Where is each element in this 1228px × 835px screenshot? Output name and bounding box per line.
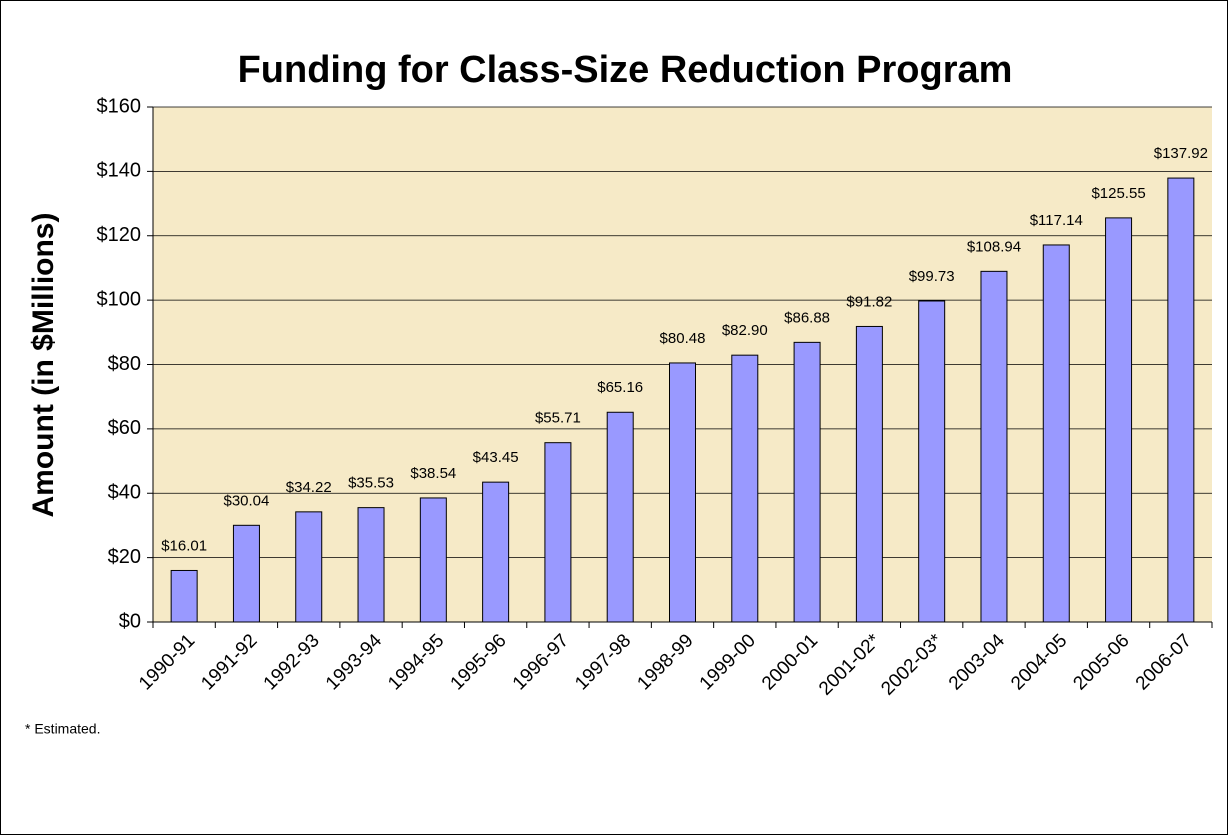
bar [544, 442, 572, 623]
y-tick-label: $40 [108, 482, 141, 504]
bar [419, 497, 447, 623]
bar [170, 569, 198, 623]
data-label: $80.48 [660, 330, 706, 347]
data-label: $43.45 [473, 449, 519, 466]
bar [232, 524, 260, 623]
bar [357, 507, 385, 623]
y-tick-label: $120 [97, 224, 142, 246]
bar [1167, 177, 1195, 623]
bar [980, 270, 1008, 623]
bar [482, 481, 510, 623]
y-axis-label: Amount (in $Millions) [27, 213, 60, 518]
bar [606, 411, 634, 623]
bar [793, 341, 821, 623]
data-label: $65.16 [597, 379, 643, 396]
bar [295, 511, 323, 623]
bar [855, 325, 883, 623]
y-tick-label: $100 [97, 288, 142, 310]
data-label: $16.01 [161, 537, 207, 554]
data-label: $91.82 [846, 293, 892, 310]
y-tick-label: $60 [108, 417, 141, 439]
data-label: $99.73 [909, 268, 955, 285]
data-label: $30.04 [223, 492, 269, 509]
data-label: $35.53 [348, 475, 394, 492]
bar [731, 354, 759, 623]
data-label: $125.55 [1091, 185, 1145, 202]
y-tick-label: $160 [97, 95, 142, 117]
bar [918, 300, 946, 623]
data-label: $34.22 [286, 479, 332, 496]
data-label: $117.14 [1030, 212, 1083, 229]
data-label: $82.90 [722, 322, 768, 339]
data-label: $108.94 [967, 238, 1021, 255]
data-label: $55.71 [535, 410, 581, 427]
bar [1105, 217, 1133, 623]
chart-title: Funding for Class-Size Reduction Program [238, 49, 1013, 91]
bar [669, 362, 696, 623]
y-tick-label: $80 [108, 353, 141, 375]
y-tick-label: $140 [97, 160, 142, 182]
footnote: * Estimated. [25, 721, 100, 737]
data-label: $137.92 [1154, 145, 1208, 162]
y-tick-label: $20 [108, 546, 141, 568]
bar [1042, 244, 1070, 623]
data-label: $86.88 [784, 309, 830, 326]
data-label: $38.54 [410, 465, 456, 482]
y-tick-label: $0 [119, 610, 141, 632]
